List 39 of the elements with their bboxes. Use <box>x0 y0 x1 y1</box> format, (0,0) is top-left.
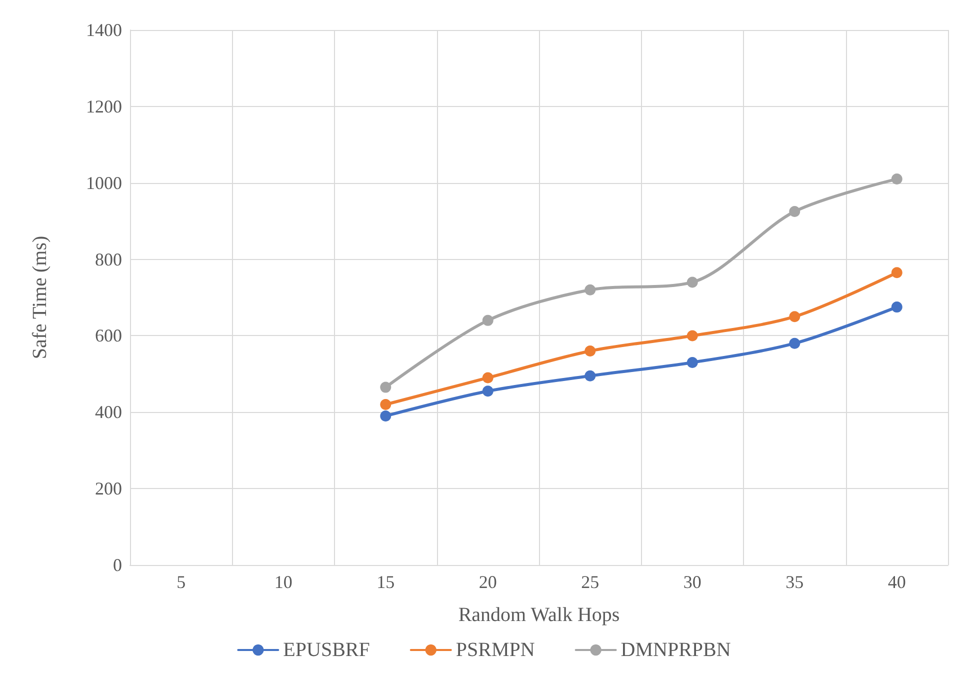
point <box>686 330 698 342</box>
point <box>789 311 800 322</box>
point <box>686 276 698 288</box>
point <box>789 206 800 218</box>
point <box>584 370 596 382</box>
point <box>380 410 392 422</box>
point <box>380 399 392 410</box>
x-tick-label: 25 <box>581 572 600 592</box>
point <box>482 372 494 384</box>
point <box>584 346 596 356</box>
x-tick-label: 40 <box>888 572 906 592</box>
point <box>584 284 596 296</box>
point <box>891 174 902 185</box>
y-tick-label: 1000 <box>86 172 122 193</box>
x-axis-title: Random Walk Hops <box>458 604 620 626</box>
point <box>891 302 902 313</box>
y-tick-label: 600 <box>95 326 122 346</box>
x-tick-label: 10 <box>274 572 292 592</box>
y-axis-title: Safe Time (ms) <box>29 236 51 360</box>
point <box>380 382 392 393</box>
x-tick-label: 5 <box>176 572 186 592</box>
y-tick-label: 0 <box>113 555 122 575</box>
x-tick-label: 30 <box>683 572 702 592</box>
point <box>789 338 800 349</box>
x-tick-label: 15 <box>376 572 395 592</box>
y-tick-label: 200 <box>95 478 122 499</box>
y-tick-label: 400 <box>95 402 122 422</box>
y-tick-label: 800 <box>95 249 122 270</box>
legend-label: PSRMPN <box>456 639 535 661</box>
y-tick-label: 1400 <box>86 20 122 40</box>
x-tick-label: 35 <box>786 572 804 592</box>
point <box>482 314 494 326</box>
y-tick-label: 1200 <box>86 96 122 116</box>
point <box>686 356 698 368</box>
point <box>891 267 902 278</box>
legend-label: DMNPRPBN <box>620 639 731 661</box>
x-tick-label: 20 <box>478 572 497 592</box>
point <box>482 386 494 397</box>
legend-label: EPUSBRF <box>283 639 370 661</box>
